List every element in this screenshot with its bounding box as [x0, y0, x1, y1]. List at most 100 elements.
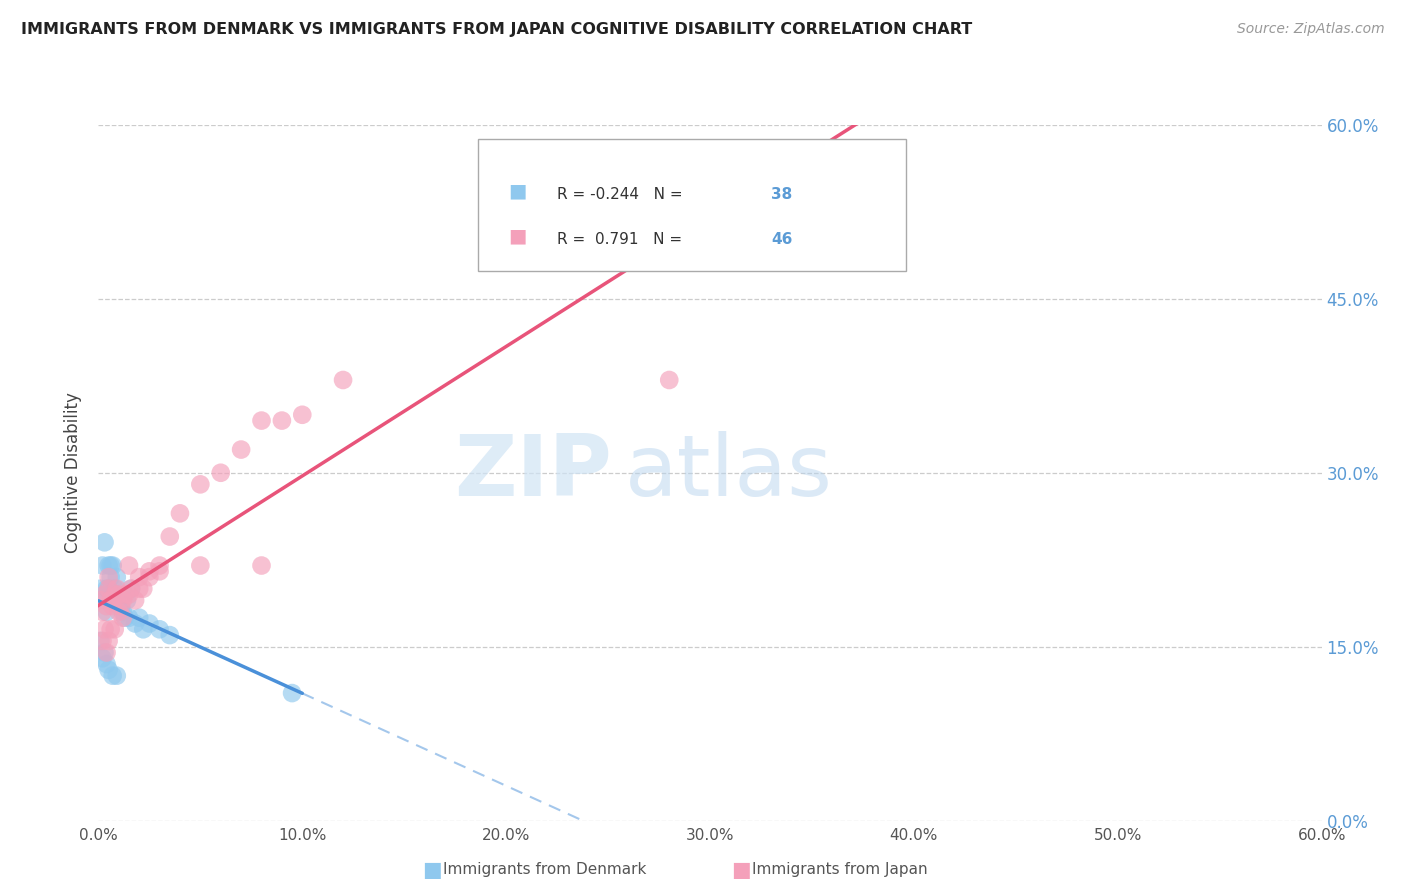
Text: Source: ZipAtlas.com: Source: ZipAtlas.com: [1237, 22, 1385, 37]
Point: [231, 442, 253, 457]
Point: [100, 558, 122, 573]
Point: [101, 558, 124, 573]
Point: [128, 610, 150, 624]
Point: [104, 593, 127, 607]
Point: [96, 582, 118, 596]
Point: [111, 610, 134, 624]
Point: [101, 599, 124, 614]
Point: [658, 373, 681, 387]
Point: [138, 570, 160, 584]
Text: atlas: atlas: [624, 431, 832, 515]
Point: [128, 570, 150, 584]
Point: [97, 570, 120, 584]
Point: [108, 587, 131, 601]
Point: [91, 605, 114, 619]
Point: [120, 582, 142, 596]
Text: 46: 46: [772, 232, 793, 247]
Point: [332, 373, 354, 387]
Point: [250, 558, 273, 573]
Point: [105, 593, 128, 607]
Point: [96, 605, 118, 619]
Point: [149, 564, 172, 578]
Point: [149, 558, 172, 573]
Text: ■: ■: [508, 227, 527, 245]
Text: R =  0.791   N =: R = 0.791 N =: [557, 232, 688, 247]
Point: [100, 593, 122, 607]
Text: R = -0.244   N =: R = -0.244 N =: [557, 187, 688, 202]
Text: Immigrants from Japan: Immigrants from Japan: [752, 863, 928, 877]
Point: [169, 506, 191, 520]
Point: [124, 593, 146, 607]
Point: [97, 558, 120, 573]
Point: [100, 570, 122, 584]
Point: [114, 587, 136, 601]
Point: [100, 623, 122, 637]
Point: [97, 582, 120, 596]
Point: [97, 582, 120, 596]
Point: [149, 623, 172, 637]
Point: [111, 593, 134, 607]
Point: [89, 633, 111, 648]
Point: [91, 558, 114, 573]
Point: [132, 623, 155, 637]
Point: [93, 646, 115, 660]
Text: ZIP: ZIP: [454, 431, 612, 515]
Point: [128, 582, 150, 596]
Point: [101, 593, 124, 607]
Text: ■: ■: [422, 860, 441, 880]
Point: [96, 646, 118, 660]
Point: [96, 599, 118, 614]
Text: 38: 38: [772, 187, 793, 202]
Point: [93, 587, 115, 601]
Point: [110, 599, 132, 614]
Point: [97, 633, 120, 648]
Point: [120, 582, 142, 596]
Point: [281, 686, 304, 700]
Point: [132, 582, 155, 596]
Point: [96, 657, 118, 671]
Point: [291, 408, 314, 422]
Point: [114, 610, 136, 624]
Point: [104, 582, 127, 596]
Point: [108, 605, 131, 619]
Point: [93, 535, 115, 549]
Point: [101, 669, 124, 683]
Point: [111, 605, 134, 619]
Point: [118, 610, 141, 624]
FancyBboxPatch shape: [478, 139, 905, 271]
Text: ■: ■: [508, 181, 527, 201]
Point: [138, 616, 160, 631]
Y-axis label: Cognitive Disability: Cognitive Disability: [65, 392, 83, 553]
Point: [118, 558, 141, 573]
Text: IMMIGRANTS FROM DENMARK VS IMMIGRANTS FROM JAPAN COGNITIVE DISABILITY CORRELATIO: IMMIGRANTS FROM DENMARK VS IMMIGRANTS FR…: [21, 22, 973, 37]
Point: [105, 669, 128, 683]
Point: [91, 633, 114, 648]
Point: [89, 593, 111, 607]
Point: [124, 616, 146, 631]
Point: [91, 651, 114, 665]
Point: [138, 564, 160, 578]
Point: [108, 587, 131, 601]
Point: [188, 558, 212, 573]
Point: [93, 593, 115, 607]
Text: ■: ■: [731, 860, 751, 880]
Point: [115, 593, 138, 607]
Point: [250, 414, 273, 428]
Text: Immigrants from Denmark: Immigrants from Denmark: [443, 863, 647, 877]
Point: [93, 623, 115, 637]
Point: [104, 587, 127, 601]
Point: [110, 599, 132, 614]
Point: [159, 529, 181, 543]
Point: [104, 623, 127, 637]
Point: [188, 477, 212, 491]
Point: [270, 414, 294, 428]
Point: [97, 663, 120, 677]
Point: [658, 211, 681, 225]
Point: [118, 587, 141, 601]
Point: [108, 599, 131, 614]
Point: [105, 570, 128, 584]
Point: [105, 582, 128, 596]
Point: [89, 582, 111, 596]
Point: [209, 466, 232, 480]
Point: [159, 628, 181, 642]
